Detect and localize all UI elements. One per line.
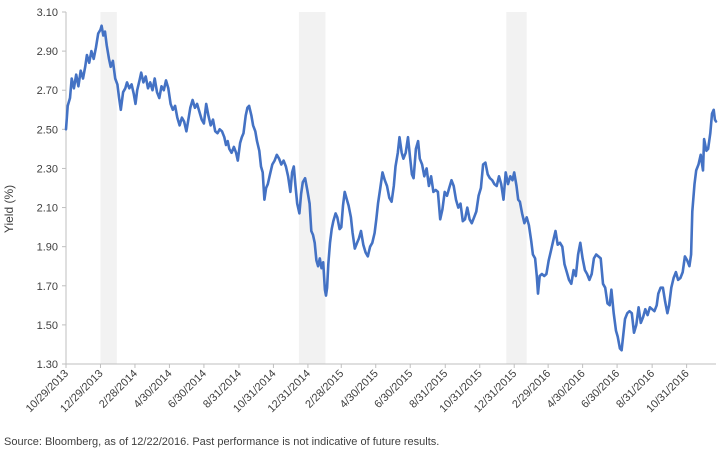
shaded-period <box>100 12 117 364</box>
y-tick-label: 1.50 <box>37 320 58 332</box>
y-tick-label: 1.30 <box>37 359 58 371</box>
yield-chart: 1.30 1.50 1.70 1.90 2.10 2.30 2.50 2.70 2.90 3.10… <box>2 7 718 415</box>
y-tick-label: 2.30 <box>37 163 58 175</box>
y-axis-label: Yield (%) <box>2 185 16 233</box>
y-tick-label: 1.70 <box>37 281 58 293</box>
series-layer <box>64 24 718 352</box>
x-axis-tick-labels: 10/29/201312/29/20132/28/20144/30/20146/… <box>24 364 692 415</box>
y-tick-label: 1.90 <box>37 242 58 254</box>
source-note: Source: Bloomberg, as of 12/22/2016. Pas… <box>4 436 440 448</box>
y-tick-label: 2.90 <box>37 46 58 58</box>
shaded-period <box>298 12 326 364</box>
axes <box>65 12 716 365</box>
yield-series-line <box>64 24 718 352</box>
y-tick-label: 2.50 <box>37 124 58 136</box>
y-tick-label: 2.10 <box>37 203 58 215</box>
y-axis-tick-labels: 1.30 1.50 1.70 1.90 2.10 2.30 2.50 2.70 2.90 3.10 <box>37 7 66 371</box>
shaded-periods <box>100 12 527 364</box>
y-tick-label: 3.10 <box>37 7 58 19</box>
y-tick-label: 2.70 <box>37 85 58 97</box>
